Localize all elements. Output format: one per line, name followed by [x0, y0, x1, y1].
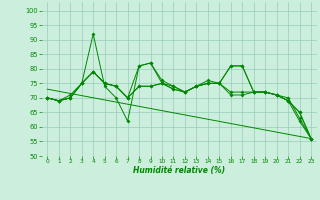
X-axis label: Humidité relative (%): Humidité relative (%) — [133, 166, 225, 175]
